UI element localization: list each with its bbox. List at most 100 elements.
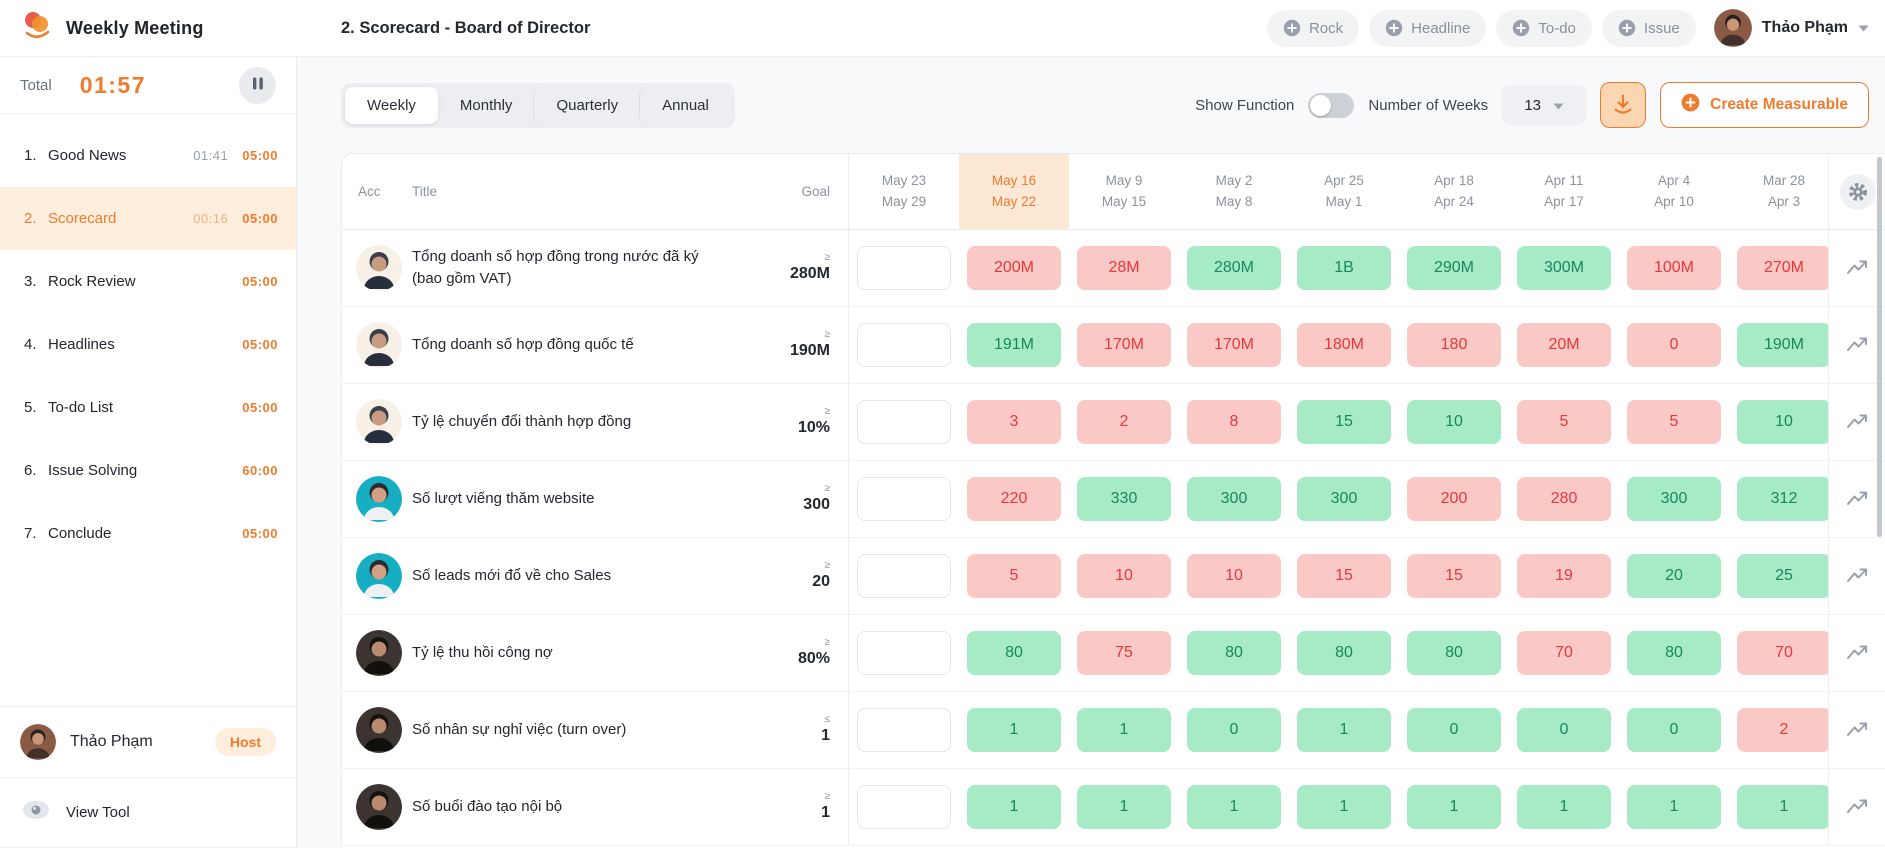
- score-chip-good[interactable]: 312: [1737, 477, 1828, 521]
- week-column-header[interactable]: Mar 28Apr 3: [1729, 154, 1828, 229]
- quick-add-issue-button[interactable]: Issue: [1602, 10, 1696, 47]
- score-chip-bad[interactable]: 180: [1407, 323, 1501, 367]
- score-chip-good[interactable]: 1: [1077, 708, 1171, 752]
- week-column-header[interactable]: Apr 4Apr 10: [1619, 154, 1729, 229]
- current-week-input[interactable]: [857, 323, 951, 367]
- score-chip-good[interactable]: 280M: [1187, 246, 1281, 290]
- measurable-title[interactable]: Số leads mới đổ về cho Sales: [412, 565, 736, 587]
- trend-chart-button[interactable]: [1846, 258, 1870, 278]
- score-chip-bad[interactable]: 180M: [1297, 323, 1391, 367]
- score-chip-good[interactable]: 300: [1297, 477, 1391, 521]
- score-chip-bad[interactable]: 0: [1627, 323, 1721, 367]
- score-chip-bad[interactable]: 100M: [1627, 246, 1721, 290]
- agenda-item-issue-solving[interactable]: 6.Issue Solving60:00: [0, 439, 296, 502]
- score-chip-good[interactable]: 330: [1077, 477, 1171, 521]
- tab-monthly[interactable]: Monthly: [438, 87, 535, 124]
- view-tool-button[interactable]: View Tool: [0, 778, 296, 848]
- week-column-header[interactable]: Apr 25May 1: [1289, 154, 1399, 229]
- tab-quarterly[interactable]: Quarterly: [534, 87, 640, 124]
- create-measurable-button[interactable]: Create Measurable: [1660, 82, 1869, 128]
- score-chip-good[interactable]: 25: [1737, 554, 1828, 598]
- trend-chart-button[interactable]: [1846, 643, 1870, 663]
- tab-annual[interactable]: Annual: [640, 87, 731, 124]
- measurable-title[interactable]: Số buổi đào tạo nội bộ: [412, 796, 736, 818]
- agenda-item-to-do-list[interactable]: 5.To-do List05:00: [0, 376, 296, 439]
- score-chip-good[interactable]: 80: [1407, 631, 1501, 675]
- quick-add-to-do-button[interactable]: To-do: [1496, 10, 1592, 47]
- week-column-header[interactable]: Apr 18Apr 24: [1399, 154, 1509, 229]
- score-chip-good[interactable]: 1: [1517, 785, 1611, 829]
- score-chip-bad[interactable]: 70: [1517, 631, 1611, 675]
- score-chip-good[interactable]: 300: [1627, 477, 1721, 521]
- current-week-input[interactable]: [857, 554, 951, 598]
- score-chip-good[interactable]: 191M: [967, 323, 1061, 367]
- trend-chart-button[interactable]: [1846, 489, 1870, 509]
- score-chip-good[interactable]: 80: [1297, 631, 1391, 675]
- score-chip-bad[interactable]: 5: [1517, 400, 1611, 444]
- agenda-item-headlines[interactable]: 4.Headlines05:00: [0, 313, 296, 376]
- score-chip-good[interactable]: 15: [1297, 400, 1391, 444]
- current-week-input[interactable]: [857, 708, 951, 752]
- tab-weekly[interactable]: Weekly: [345, 87, 438, 124]
- week-column-header[interactable]: Apr 11Apr 17: [1509, 154, 1619, 229]
- current-week-input[interactable]: [857, 400, 951, 444]
- quick-add-headline-button[interactable]: Headline: [1369, 10, 1486, 47]
- score-chip-good[interactable]: 1: [1627, 785, 1721, 829]
- score-chip-bad[interactable]: 15: [1407, 554, 1501, 598]
- measurable-title[interactable]: Tỷ lệ chuyển đổi thành hợp đồng: [412, 411, 736, 433]
- score-chip-bad[interactable]: 5: [1627, 400, 1721, 444]
- score-chip-good[interactable]: 1: [1297, 708, 1391, 752]
- score-chip-good[interactable]: 1: [1187, 785, 1281, 829]
- current-week-input[interactable]: [857, 477, 951, 521]
- week-column-header[interactable]: May 16May 22: [959, 154, 1069, 229]
- score-chip-good[interactable]: 1B: [1297, 246, 1391, 290]
- agenda-item-rock-review[interactable]: 3.Rock Review05:00: [0, 250, 296, 313]
- gear-icon[interactable]: [1840, 174, 1876, 210]
- agenda-item-conclude[interactable]: 7.Conclude05:00: [0, 502, 296, 565]
- measurable-title[interactable]: Số lượt viếng thăm website: [412, 488, 736, 510]
- score-chip-good[interactable]: 80: [967, 631, 1061, 675]
- measurable-title[interactable]: Tỷ lệ thu hồi công nợ: [412, 642, 736, 664]
- score-chip-bad[interactable]: 28M: [1077, 246, 1171, 290]
- score-chip-bad[interactable]: 75: [1077, 631, 1171, 675]
- score-chip-good[interactable]: 80: [1627, 631, 1721, 675]
- score-chip-good[interactable]: 300: [1187, 477, 1281, 521]
- score-chip-good[interactable]: 10: [1737, 400, 1828, 444]
- trend-chart-button[interactable]: [1846, 797, 1870, 817]
- week-column-header[interactable]: May 9May 15: [1069, 154, 1179, 229]
- score-chip-bad[interactable]: 220: [967, 477, 1061, 521]
- trend-chart-button[interactable]: [1846, 335, 1870, 355]
- score-chip-good[interactable]: 10: [1407, 400, 1501, 444]
- measurable-title[interactable]: Số nhân sự nghỉ việc (turn over): [412, 719, 736, 741]
- agenda-item-scorecard[interactable]: 2.Scorecard00:1605:00: [0, 187, 296, 250]
- score-chip-bad[interactable]: 10: [1077, 554, 1171, 598]
- download-button[interactable]: [1600, 82, 1646, 128]
- score-chip-good[interactable]: 1: [1737, 785, 1828, 829]
- week-column-header[interactable]: May 23May 29: [849, 154, 959, 229]
- measurable-title[interactable]: Tổng doanh số hợp đồng quốc tế: [412, 334, 736, 356]
- score-chip-bad[interactable]: 5: [967, 554, 1061, 598]
- score-chip-good[interactable]: 0: [1517, 708, 1611, 752]
- trend-chart-button[interactable]: [1846, 412, 1870, 432]
- quick-add-rock-button[interactable]: Rock: [1267, 10, 1359, 47]
- score-chip-good[interactable]: 300M: [1517, 246, 1611, 290]
- trend-chart-button[interactable]: [1846, 720, 1870, 740]
- score-chip-bad[interactable]: 200M: [967, 246, 1061, 290]
- score-chip-bad[interactable]: 270M: [1737, 246, 1828, 290]
- score-chip-bad[interactable]: 15: [1297, 554, 1391, 598]
- pause-button[interactable]: [239, 67, 276, 104]
- show-function-toggle[interactable]: [1308, 93, 1354, 118]
- score-chip-good[interactable]: 1: [1407, 785, 1501, 829]
- score-chip-bad[interactable]: 2: [1737, 708, 1828, 752]
- score-chip-bad[interactable]: 8: [1187, 400, 1281, 444]
- trend-chart-button[interactable]: [1846, 566, 1870, 586]
- score-chip-bad[interactable]: 280: [1517, 477, 1611, 521]
- score-chip-good[interactable]: 290M: [1407, 246, 1501, 290]
- score-chip-good[interactable]: 80: [1187, 631, 1281, 675]
- week-column-header[interactable]: May 2May 8: [1179, 154, 1289, 229]
- score-chip-good[interactable]: 0: [1627, 708, 1721, 752]
- score-chip-bad[interactable]: 170M: [1187, 323, 1281, 367]
- score-chip-bad[interactable]: 2: [1077, 400, 1171, 444]
- score-chip-good[interactable]: 1: [967, 785, 1061, 829]
- score-chip-good[interactable]: 20: [1627, 554, 1721, 598]
